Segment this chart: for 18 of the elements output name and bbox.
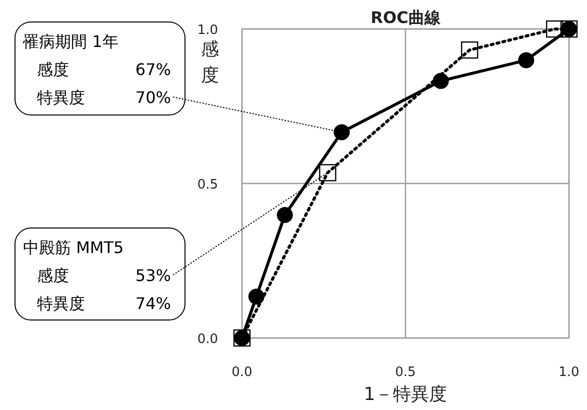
x-axis-title: 1－特異度 (364, 384, 448, 405)
y-tick-label: 0.5 (197, 178, 218, 192)
x-tick-label: 0.5 (395, 365, 416, 380)
y-axis-title: 感度 (201, 39, 219, 86)
x-tick-label: 0.0 (232, 365, 252, 380)
y-tick-label: 1.0 (197, 23, 218, 38)
point (546, 20, 564, 38)
chart-title: ROC曲線 (370, 8, 442, 27)
point (334, 124, 350, 140)
point (248, 288, 264, 305)
annotation: 特異度 70% (37, 88, 171, 107)
point (276, 207, 293, 224)
point (319, 164, 336, 182)
annotation: 感度 53% (37, 266, 171, 285)
point (460, 41, 478, 59)
point (518, 52, 534, 68)
x-tick-label: 1.0 (558, 365, 580, 380)
y-tick-label: 0.0 (197, 332, 218, 347)
